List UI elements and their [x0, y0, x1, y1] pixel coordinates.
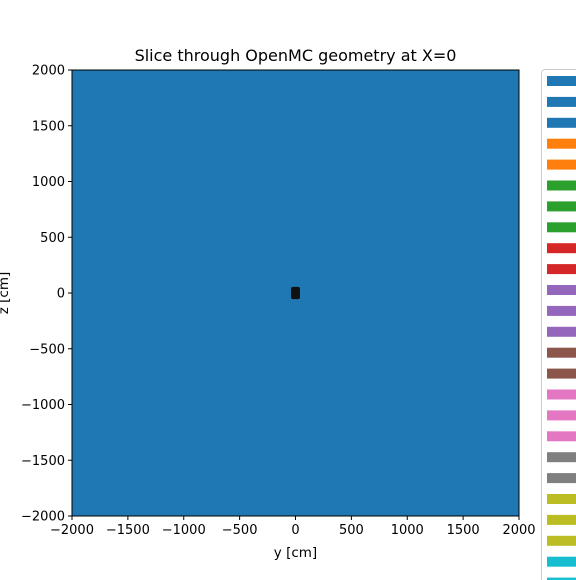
legend-swatch	[547, 410, 576, 421]
legend-swatch	[547, 535, 576, 546]
legend-swatch	[547, 431, 576, 442]
legend-swatch	[547, 473, 576, 484]
x-tick-label: −1500	[106, 523, 150, 538]
y-tick-label: 1000	[32, 175, 65, 190]
y-tick-label: −1500	[21, 454, 65, 469]
x-tick-label: 500	[339, 523, 364, 538]
y-tick-label: 2000	[32, 64, 65, 79]
plot-area	[71, 69, 520, 517]
legend-swatch	[547, 494, 576, 504]
legend-swatch	[547, 347, 576, 358]
x-axis-label: y [cm]	[274, 545, 317, 561]
legend-swatch	[547, 222, 576, 233]
legend-swatch	[547, 556, 576, 567]
legend-swatch	[547, 305, 576, 316]
x-tick-label: 0	[291, 523, 299, 538]
y-axis-label: z [cm]	[0, 272, 12, 314]
x-tick-label: 2000	[502, 523, 535, 538]
legend-swatch	[547, 96, 576, 107]
legend-swatch	[547, 159, 576, 170]
legend-swatch	[547, 117, 576, 128]
legend-swatch	[547, 285, 576, 295]
x-tick-label: 1500	[447, 523, 480, 538]
x-tick-label: 1000	[391, 523, 424, 538]
y-axis-ticks: 2000 1500 1000 500 0 −500 −1000 −1500 −2000	[21, 64, 72, 525]
y-tick-label: 0	[57, 287, 65, 302]
y-tick-label: 1500	[32, 119, 65, 134]
legend-swatch	[547, 201, 576, 212]
x-tick-label: −2000	[50, 523, 94, 538]
y-tick-label: −2000	[21, 510, 65, 525]
chart-title: Slice through OpenMC geometry at X=0	[135, 46, 457, 65]
legend-swatch	[547, 514, 576, 525]
legend-swatch	[547, 180, 576, 191]
x-axis-ticks: −2000 −1500 −1000 −500 0 500 1000 1500 2000	[50, 516, 536, 538]
legend-swatch	[547, 389, 576, 400]
legend-swatch	[547, 452, 576, 463]
x-tick-label: −500	[222, 523, 258, 538]
x-tick-label: −1000	[162, 523, 206, 538]
legend	[541, 69, 576, 580]
y-tick-label: −1000	[21, 398, 65, 413]
legend-swatch	[547, 326, 576, 337]
central-feature	[291, 286, 300, 300]
legend-swatch	[547, 138, 576, 149]
legend-swatch	[547, 264, 576, 275]
legend-swatch	[547, 577, 576, 580]
legend-swatch	[547, 368, 576, 379]
legend-swatch	[547, 243, 576, 254]
legend-swatch	[547, 76, 576, 86]
y-tick-label: 500	[40, 231, 65, 246]
y-tick-label: −500	[29, 342, 65, 357]
